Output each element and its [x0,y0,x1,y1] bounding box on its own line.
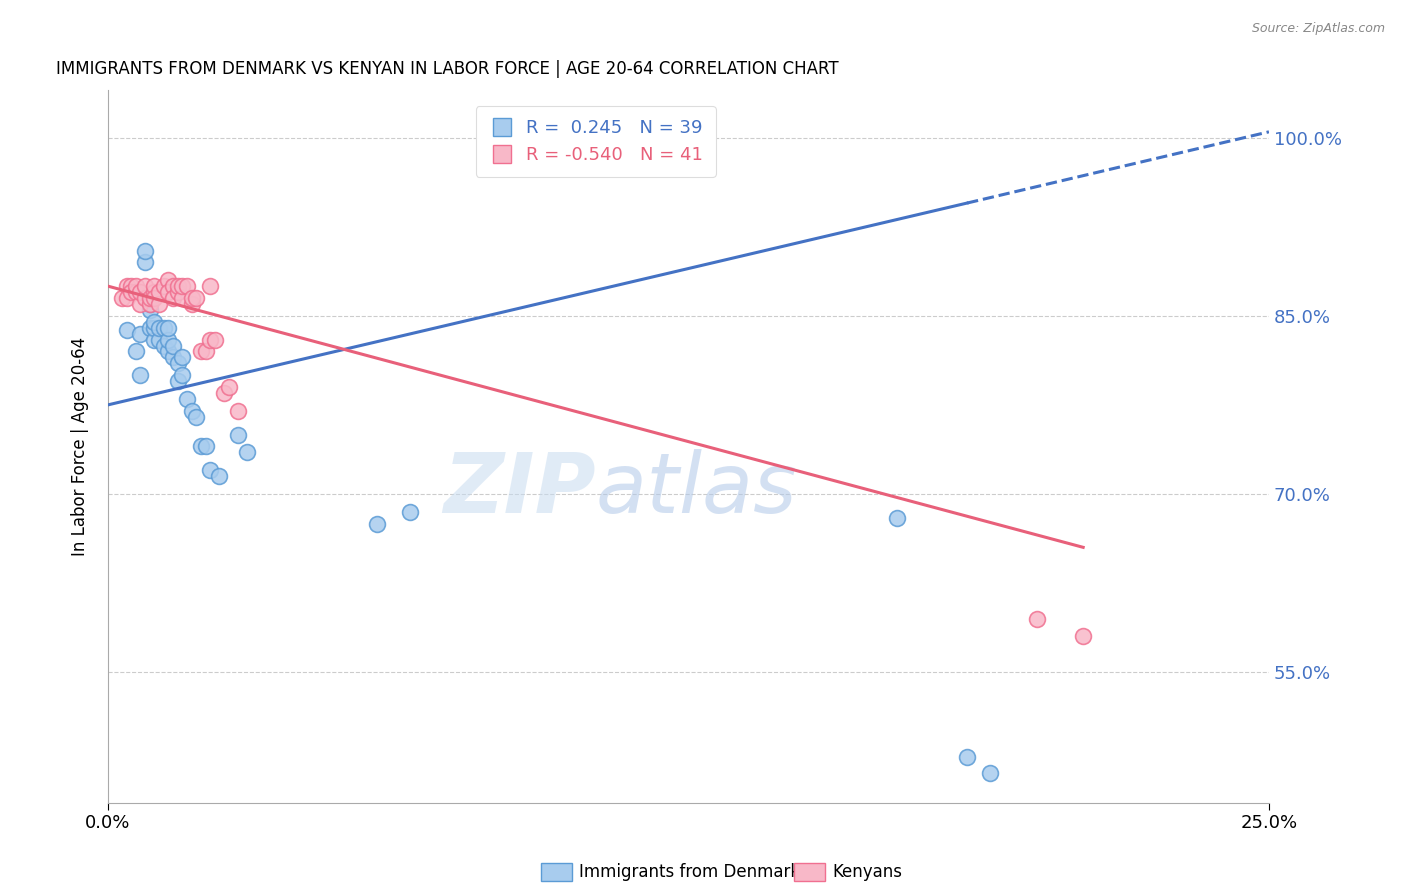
Point [162,291,184,305]
Point [226,427,249,442]
Point [176,279,198,293]
Point [115,323,138,337]
Point [139,297,162,311]
Point [120,279,142,293]
Point [166,356,188,370]
Point [134,255,156,269]
Text: ZIP: ZIP [443,449,596,530]
Point [212,386,235,401]
Point [1071,629,1094,643]
Point [190,344,212,359]
Point [180,404,202,418]
Point [366,516,388,531]
Point [148,320,170,334]
Point [236,445,259,459]
Point [115,279,138,293]
Point [129,368,152,383]
Point [162,351,184,365]
Point [152,320,174,334]
Point [139,302,162,317]
Point [143,279,166,293]
Point [157,273,180,287]
Point [134,279,156,293]
Point [134,291,156,305]
Point [162,338,184,352]
Point [115,291,138,305]
Point [190,439,212,453]
Point [125,285,148,299]
Point [143,291,166,305]
Point [148,333,170,347]
Point [125,279,148,293]
Point [979,765,1001,780]
Point [194,344,217,359]
Point [120,285,142,299]
Point [956,750,979,764]
Point [111,291,134,305]
Y-axis label: In Labor Force | Age 20-64: In Labor Force | Age 20-64 [72,337,89,556]
Point [172,351,194,365]
Point [162,279,184,293]
Point [1025,611,1047,625]
Point [218,380,240,394]
Point [143,285,166,299]
Point [152,279,174,293]
Point [148,297,170,311]
Point [886,510,908,524]
Text: atlas: atlas [596,449,797,530]
Point [166,279,188,293]
Point [186,291,208,305]
Text: IMMIGRANTS FROM DENMARK VS KENYAN IN LABOR FORCE | AGE 20-64 CORRELATION CHART: IMMIGRANTS FROM DENMARK VS KENYAN IN LAB… [56,60,838,78]
Point [143,333,166,347]
Point [134,244,156,258]
Point [186,409,208,424]
Point [198,333,221,347]
Point [208,469,231,483]
Point [129,285,152,299]
Point [204,333,226,347]
Point [180,297,202,311]
Point [194,439,217,453]
Point [157,320,180,334]
Point [166,285,188,299]
Point [139,297,162,311]
Point [143,320,166,334]
Point [172,368,194,383]
Point [198,279,221,293]
Text: Immigrants from Denmark: Immigrants from Denmark [579,863,800,881]
Text: Source: ZipAtlas.com: Source: ZipAtlas.com [1251,22,1385,36]
Point [139,320,162,334]
Point [398,505,420,519]
Point [157,344,180,359]
Point [198,463,221,477]
Point [152,338,174,352]
Point [176,392,198,406]
Point [129,326,152,341]
Point [139,291,162,305]
Point [180,291,202,305]
Point [157,285,180,299]
Text: Kenyans: Kenyans [832,863,903,881]
Point [148,285,170,299]
Point [129,297,152,311]
Point [157,333,180,347]
Point [166,374,188,388]
Legend: R =  0.245   N = 39, R = -0.540   N = 41: R = 0.245 N = 39, R = -0.540 N = 41 [475,106,716,177]
Point [125,344,148,359]
Point [172,279,194,293]
Point [226,404,249,418]
Point [172,291,194,305]
Point [143,315,166,329]
